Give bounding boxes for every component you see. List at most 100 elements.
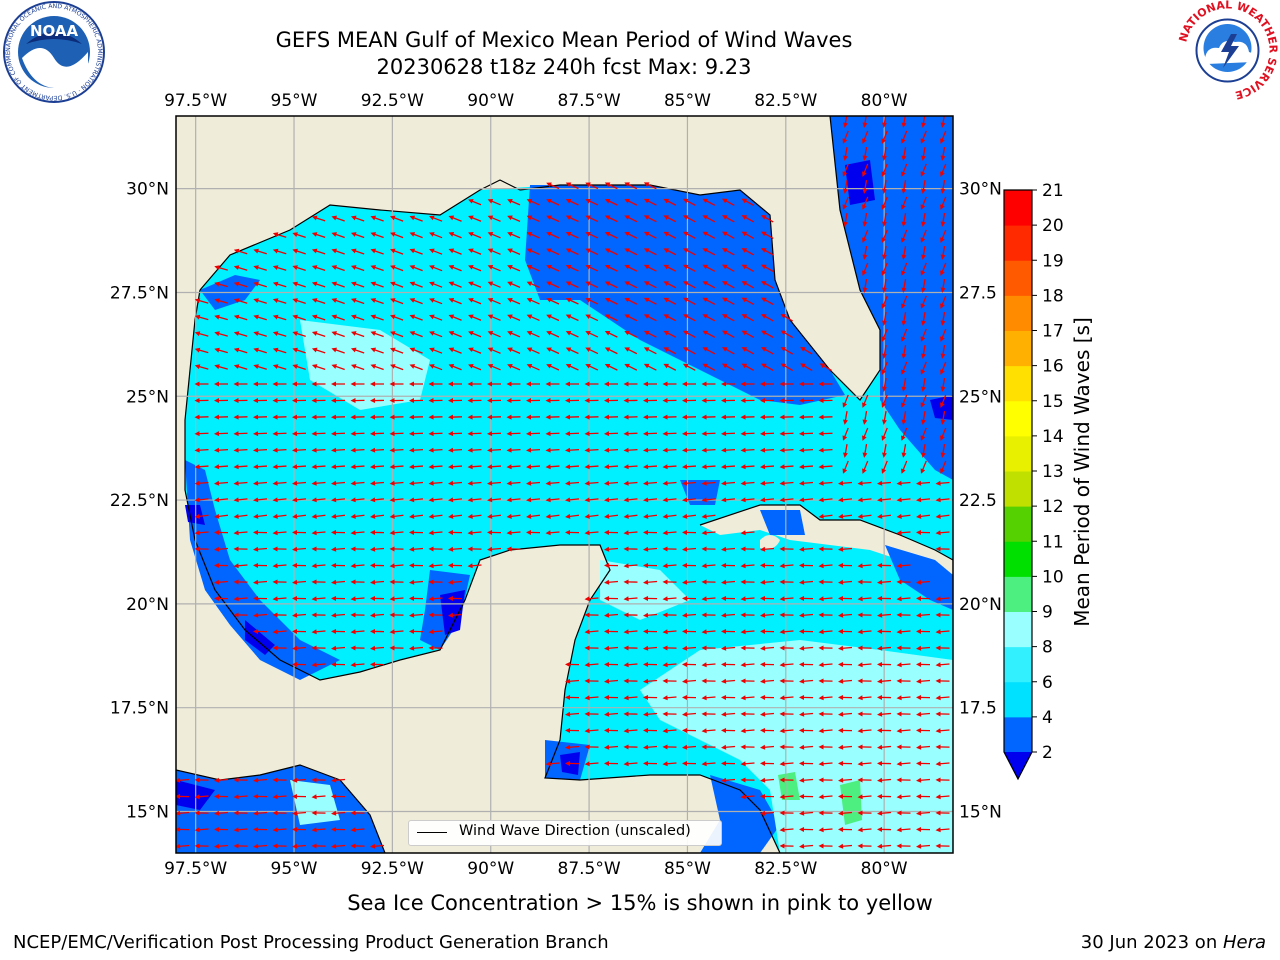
- wave-arrow-head: [779, 695, 785, 701]
- wave-arrow-head: [546, 347, 552, 353]
- wave-arrow-head: [584, 629, 590, 635]
- lat-label-right: 27.5: [959, 283, 997, 303]
- wave-arrow-head: [760, 414, 766, 420]
- wave-arrow-head: [214, 447, 220, 453]
- wave-arrow-head: [428, 513, 434, 519]
- wave-arrow-head: [604, 562, 610, 568]
- wave-arrow-head: [741, 231, 748, 237]
- wave-arrow-head: [701, 596, 707, 602]
- wave-arrow-head: [389, 596, 395, 602]
- wave-arrow-head: [740, 744, 746, 750]
- wave-arrow-head: [682, 612, 688, 618]
- wave-arrow-head: [409, 431, 415, 437]
- wave-arrow-head: [389, 398, 395, 404]
- wave-arrow-head: [233, 530, 239, 536]
- wave-arrow-head: [370, 281, 377, 287]
- wave-arrow-head: [214, 265, 220, 271]
- wave-arrow-head: [682, 579, 688, 585]
- wave-arrow-head: [838, 661, 844, 667]
- wave-arrow-head: [546, 264, 552, 270]
- wave-arrow-head: [526, 281, 533, 287]
- wave-arrow-head: [780, 363, 787, 369]
- wave-arrow-head: [272, 794, 278, 800]
- wave-arrow-head: [799, 826, 805, 832]
- wave-arrow-head: [331, 777, 337, 783]
- wave-arrow-head: [935, 513, 941, 519]
- wave-arrow-head: [920, 303, 926, 309]
- wave-arrow-head: [901, 254, 907, 260]
- wave-arrow-head: [214, 414, 220, 420]
- wave-arrow-head: [857, 827, 863, 833]
- wave-arrow-head: [916, 843, 922, 849]
- wave-arrow-head: [682, 347, 689, 352]
- wave-arrow-head: [940, 386, 946, 392]
- isla-juventud-land: [760, 535, 780, 549]
- wave-arrow-head: [292, 414, 298, 420]
- wave-arrow-head: [467, 546, 473, 552]
- wave-arrow-head: [604, 595, 610, 601]
- wave-arrow-head: [940, 336, 945, 342]
- wave-arrow-head: [896, 777, 902, 783]
- wave-zone-blue: [885, 545, 953, 610]
- wave-arrow-head: [272, 364, 279, 369]
- wave-arrow-head: [331, 281, 337, 287]
- wave-arrow-head: [741, 347, 748, 352]
- wave-arrow-head: [935, 843, 941, 849]
- wave-arrow-head: [194, 431, 200, 437]
- wave-arrow-head: [194, 497, 200, 503]
- wave-arrow-head: [272, 530, 278, 536]
- wave-arrow-head: [506, 464, 512, 470]
- colorbar-tick-label: 17: [1042, 322, 1064, 342]
- wave-arrow-head: [604, 628, 610, 634]
- wave-arrow-head: [214, 546, 220, 552]
- wave-arrow-head: [253, 464, 259, 470]
- wave-arrow-head: [624, 198, 630, 204]
- wave-arrow-head: [920, 402, 926, 408]
- wave-arrow-head: [507, 215, 513, 221]
- wave-arrow-head: [662, 530, 668, 536]
- wave-arrow-head: [604, 231, 611, 237]
- wave-arrow-head: [233, 398, 239, 404]
- wave-arrow-head: [882, 353, 887, 359]
- wave-arrow-head: [370, 595, 376, 601]
- wave-arrow-head: [740, 530, 746, 536]
- wave-arrow-head: [214, 595, 220, 601]
- wave-arrow-head: [292, 265, 298, 270]
- wave-arrow-head: [409, 595, 415, 601]
- wave-arrow-head: [877, 777, 883, 783]
- wave-arrow-head: [760, 694, 766, 700]
- lat-label-right: 25°N: [959, 387, 1002, 407]
- wave-arrow-head: [779, 794, 785, 800]
- wave-arrow-head: [916, 727, 922, 733]
- wave-arrow-head: [292, 513, 298, 519]
- wave-arrow-head: [487, 314, 494, 320]
- wave-arrow-head: [311, 810, 317, 816]
- wave-arrow-head: [233, 546, 239, 552]
- wave-arrow-head: [896, 794, 902, 800]
- wave-arrow-head: [624, 347, 630, 352]
- wave-arrow-head: [760, 628, 766, 634]
- wave-arrow-head: [779, 711, 785, 717]
- wave-arrow-head: [507, 281, 513, 287]
- wave-arrow-head: [584, 678, 590, 684]
- wave-arrow-head: [390, 248, 396, 254]
- wave-arrow-head: [292, 447, 298, 453]
- wave-arrow-head: [818, 381, 824, 387]
- wave-arrow-head: [862, 171, 867, 177]
- wave-arrow-head: [448, 364, 455, 369]
- wave-arrow-head: [506, 414, 512, 420]
- wave-arrow-head: [546, 248, 552, 254]
- wave-arrow-head: [896, 728, 902, 734]
- wave-arrow-head: [624, 330, 630, 336]
- wave-arrow-head: [604, 363, 611, 369]
- wave-arrow-head: [682, 645, 688, 651]
- wave-arrow-head: [409, 281, 416, 287]
- wave-arrow-head: [565, 497, 571, 503]
- wave-arrow-head: [292, 612, 298, 618]
- wave-arrow-head: [721, 760, 727, 766]
- wave-arrow-head: [799, 760, 805, 766]
- wave-arrow-head: [604, 464, 610, 470]
- wave-arrow-head: [682, 661, 688, 667]
- wave-arrow-head: [838, 843, 844, 849]
- cuba-land: [700, 505, 953, 600]
